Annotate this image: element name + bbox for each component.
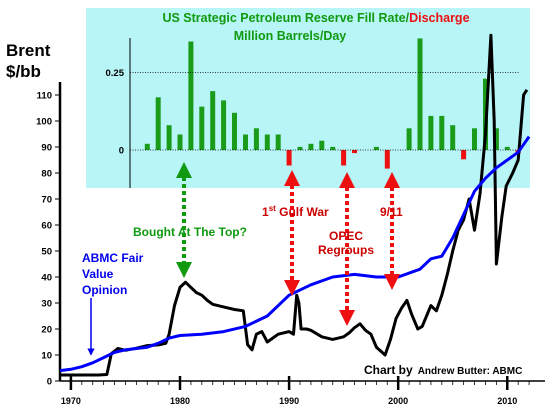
x-tick-label: 1970 (61, 396, 81, 406)
y-tick-label: 50 (41, 247, 52, 258)
y-tick-label: 0 (47, 377, 52, 388)
spr-axes: 00.25 (106, 38, 520, 188)
brent-axis-label-line1: Brent (6, 41, 51, 60)
spr-bar-2010 (504, 146, 510, 150)
spr-bar-1977 (144, 143, 150, 150)
y-tick-label: 90 (41, 143, 52, 154)
spr-bar-1988 (264, 134, 270, 150)
nine11-label: 9/11 (380, 205, 403, 219)
spr-bar-1999 (384, 150, 390, 169)
spr-bar-1989 (275, 134, 281, 150)
spr-bar-1983 (210, 91, 216, 150)
x-tick-label: 1980 (170, 396, 190, 406)
spr-bar-2002 (417, 38, 423, 150)
y-tick-label: 60 (41, 221, 52, 232)
spr-bar-1996 (352, 150, 357, 154)
bought-at-top-label: Bought At The Top? (133, 225, 247, 239)
spr-bar-2009 (493, 128, 499, 150)
y-tick-label: 20 (41, 325, 52, 336)
spr-bar-1986 (243, 134, 248, 150)
gulf-war-label: 1st Gulf War (262, 204, 329, 219)
x-tick-label: 2010 (497, 396, 517, 406)
y-tick-label: 80 (41, 169, 52, 180)
spr-bar-2007 (472, 128, 477, 150)
x-tick-label: 1990 (279, 396, 299, 406)
inset-tick-label: 0 (119, 146, 124, 157)
y-tick-label: 70 (41, 195, 52, 206)
opec-label: OPEC Regroups (318, 229, 374, 257)
spr-bar-2005 (450, 125, 456, 150)
spr-bar-1992 (308, 143, 314, 150)
spr-bar-1982 (199, 106, 205, 150)
fair-value-legend: ABMC Fair Value Opinion (82, 251, 144, 297)
chart-credit: Chart by Andrew Butter: ABMC (364, 363, 522, 377)
y-tick-label: 10 (41, 351, 52, 362)
spr-bar-1993 (319, 140, 325, 150)
spr-bar-1991 (297, 146, 303, 150)
spr-bar-2006 (461, 150, 467, 160)
spr-bar-1985 (232, 112, 237, 150)
y-tick-label: 110 (37, 91, 52, 102)
spr-bar-1994 (330, 146, 336, 150)
spr-bar-1987 (253, 128, 259, 150)
y-tick-label: 100 (36, 117, 52, 128)
spr-bar-1995 (341, 150, 347, 166)
spr-bar-2004 (439, 115, 445, 150)
y-tick-label: 40 (41, 273, 52, 284)
spr-bar-1980 (177, 134, 183, 150)
inset-tick-label: 0.25 (106, 68, 125, 79)
x-tick-label: 2000 (388, 396, 408, 406)
spr-bar-1984 (221, 100, 227, 150)
spr-bar-1981 (188, 41, 194, 150)
brent-axes: 0 10 20 30 40 50 60 70 80 90 100 110 1970 1980 1990 200… (36, 82, 545, 406)
spr-bar-1990 (286, 150, 292, 166)
spr-bar-2001 (406, 128, 412, 150)
y-tick-label: 30 (41, 299, 52, 310)
brent-axis-label-line2: $/bb (6, 62, 41, 81)
spr-bar-1978 (155, 97, 161, 150)
spr-bar-1998 (373, 146, 379, 150)
spr-bar-2003 (428, 115, 434, 150)
spr-title: US Strategic Petroleum Reserve Fill Rate… (162, 11, 469, 25)
spr-bar-1979 (166, 125, 172, 150)
spr-subtitle: Million Barrels/Day (234, 29, 347, 43)
